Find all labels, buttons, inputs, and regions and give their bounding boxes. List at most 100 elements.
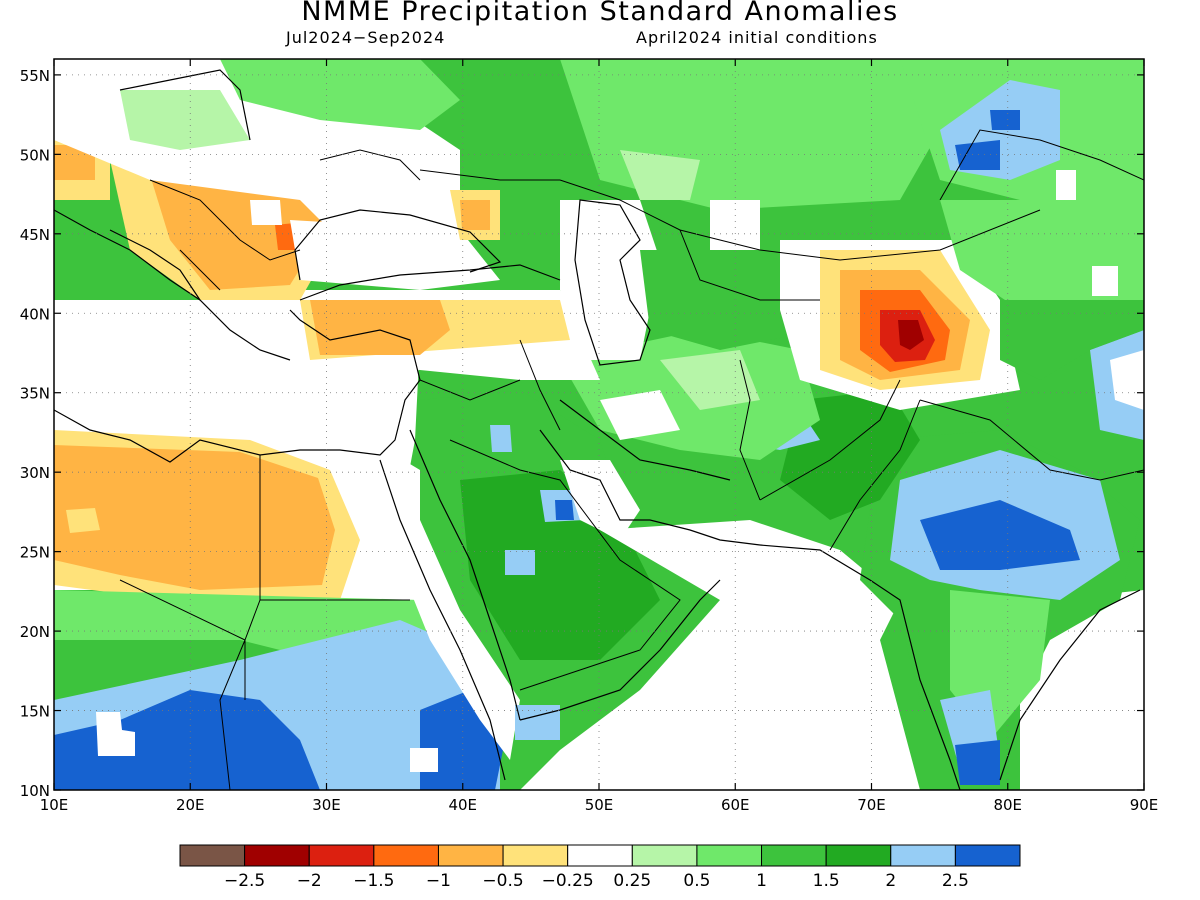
arabia-south-coast [519,579,721,721]
colorbar-labels: −2.5 −2 −1.5 −1 −0.5 −0.25 0.25 0.5 1 1.5 2 2.5 [224,871,969,891]
lon-label: 10E [40,796,69,814]
colorbar-swatch [631,844,698,867]
anatolia-orange [310,300,450,355]
india-west-coast [759,544,961,790]
arabia-lightblue-3 [505,550,535,575]
libya-chad-border [119,579,246,641]
saudi-border [449,439,681,691]
lat-label: 30N [20,464,50,482]
lon-label: 70E [857,796,886,814]
lat-label: 50N [20,146,50,164]
lon-label: 50E [585,796,614,814]
lat-label: 45N [20,226,50,244]
iran-coast [559,399,731,481]
persian-gulf [539,429,761,546]
sahara-spot [66,508,100,533]
colorbar-swatch [954,844,1021,867]
bay-of-bengal-white [1020,590,1144,790]
red-sea-west [379,459,506,781]
colorbar-label: −1 [426,871,451,891]
colorbar-label: −2 [297,871,322,891]
colorbar-swatch [244,844,310,867]
caspian [574,199,651,366]
egypt-libya-border [244,455,261,700]
lat-label: 20N [20,623,50,641]
black-sea [294,209,502,281]
afghan-pakistan-border [759,379,901,501]
colorbar-swatch [308,844,375,867]
colorbar-swatch [373,844,439,867]
turkmen-green [640,250,820,350]
colorbar-swatch [825,844,892,867]
arabian-sea-white [520,520,920,790]
colorbar-swatch [437,844,504,867]
colorbar-label: −0.5 [482,871,523,891]
lon-label: 60E [721,796,750,814]
india-blue-south [955,740,1000,785]
sahara-orange [54,445,335,590]
tibet-white [1110,350,1144,410]
colorbar [179,844,1021,867]
balkans-white-1 [250,200,282,225]
red-sea-east [409,429,521,721]
anomaly-field [54,59,1144,790]
iraq-syria-border [419,379,521,401]
lon-label: 90E [1130,796,1159,814]
lat-label: 25N [20,544,50,562]
west-orange [54,145,95,180]
colorbar-label: −2.5 [224,871,265,891]
borders [119,129,1145,791]
colorbar-label: −1.5 [353,871,394,891]
black-sea-white [290,220,500,290]
pamir-darkred [898,320,924,350]
lon-label: 30E [312,796,341,814]
colorbar-swatch [179,844,246,867]
map-title: NMME Precipitation Standard Anomalies [301,0,899,27]
colorbar-swatch [696,844,763,867]
siberia-blue-1 [955,140,1000,170]
sahel-white-2 [410,748,438,772]
kazakh-white [710,200,760,250]
anatolia-north-coast [299,264,561,301]
india-blue [920,500,1080,570]
caucasus-orange [460,200,490,230]
colorbar-label: 1.5 [813,871,840,891]
initial-conditions: April2024 initial conditions [636,28,878,47]
colorbar-label: 2.5 [942,871,969,891]
india-pakistan-border [829,399,921,551]
colorbar-label: 0.5 [683,871,710,891]
lat-label: 55N [20,67,50,85]
lat-label: 35N [20,385,50,403]
iran-iraq-border [519,339,561,431]
adriatic [109,229,201,301]
uzbek-border [679,229,820,301]
colorbar-label: 1 [756,871,767,891]
arabia-lightblue-2 [490,425,512,452]
india-east-coast [999,589,1141,781]
sudan-west-border [219,639,246,791]
lon-label: 80E [993,796,1022,814]
redsea-white [370,440,520,760]
lat-axis: 55N 50N 45N 40N 35N 30N 25N 20N 15N 10N [20,67,1144,800]
forecast-period: Jul2024−Sep2024 [286,28,446,47]
mongolia-white [1056,170,1076,200]
coastlines [54,69,1141,790]
ukraine-border [319,149,421,181]
china-border [919,399,1145,481]
china-green [1000,300,1144,380]
levant-coast [289,309,421,381]
europe-coast [54,209,291,361]
lon-axis: 10E 20E 30E 40E 50E 60E 70E 80E 90E [40,59,1159,814]
iran-white [600,390,680,440]
baltic [119,69,251,141]
colorbar-swatch [502,844,569,867]
kazakh-border [559,179,1041,261]
russia-border [419,169,560,181]
lon-label: 40E [448,796,477,814]
kazakh-lightgreen [620,150,700,200]
europe-green [220,59,460,130]
mongolia-border [939,129,1145,201]
balkan-borders [149,179,301,291]
xinjiang-white [1092,266,1118,296]
